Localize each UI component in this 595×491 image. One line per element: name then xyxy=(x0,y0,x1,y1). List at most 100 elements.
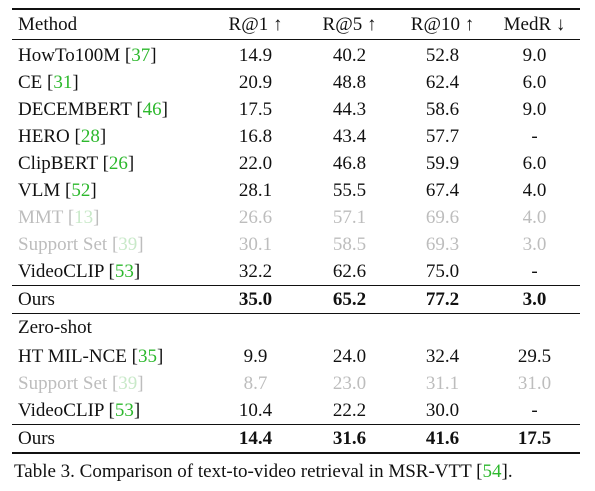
r5-cell: 55.5 xyxy=(332,180,367,201)
r10-cell: 69.3 xyxy=(425,234,460,255)
table-caption: Table 3. Comparison of text-to-video ret… xyxy=(14,461,513,482)
header-r5: R@5 ↑ xyxy=(303,8,396,40)
table-row-faded: Support Set [39] 30.1 58.5 69.3 3.0 xyxy=(12,231,580,258)
method-cell: Support Set [39] xyxy=(18,373,144,394)
r1-cell: 8.7 xyxy=(243,373,268,394)
header-method: Method xyxy=(12,8,208,40)
r5-cell: 40.2 xyxy=(332,45,367,66)
r1-cell: 14.9 xyxy=(238,45,273,66)
citation-link[interactable]: 52 xyxy=(71,180,91,201)
citation-link[interactable]: 13 xyxy=(74,207,94,228)
r5-cell: 57.1 xyxy=(332,207,367,228)
r1-cell: 9.9 xyxy=(243,346,268,367)
method-name: Ours xyxy=(12,285,208,314)
citation-link[interactable]: 46 xyxy=(142,99,162,120)
medr-cell: 29.5 xyxy=(517,346,552,367)
table-row-ours: Ours 35.0 65.2 77.2 3.0 xyxy=(12,285,580,314)
r10-cell: 69.6 xyxy=(425,207,460,228)
method-cell: HowTo100M [37] xyxy=(18,45,157,66)
r1-cell: 20.9 xyxy=(238,72,273,93)
medr-cell: - xyxy=(531,261,538,282)
method-cell: Support Set [39] xyxy=(18,234,144,255)
medr-cell: - xyxy=(531,126,538,147)
r10-cell: 58.6 xyxy=(425,99,460,120)
medr-cell: 3.0 xyxy=(522,234,547,255)
citation-link[interactable]: 54 xyxy=(482,461,502,482)
method-name: MMT xyxy=(18,207,64,228)
citation-link[interactable]: 37 xyxy=(131,45,151,66)
r1-cell: 10.4 xyxy=(238,400,273,421)
r1-cell: 30.1 xyxy=(238,234,273,255)
citation-link[interactable]: 35 xyxy=(137,346,157,367)
table-row: HERO [28] 16.8 43.4 57.7 - xyxy=(12,123,580,150)
retrieval-results-table: Method R@1 ↑ R@5 ↑ R@10 ↑ MedR ↓ HowTo10… xyxy=(12,8,580,454)
method-cell: MMT [13] xyxy=(18,207,100,228)
r5-cell: 23.0 xyxy=(332,373,367,394)
method-cell: ClipBERT [26] xyxy=(18,153,135,174)
medr-cell: 6.0 xyxy=(522,153,547,174)
medr-cell: 31.0 xyxy=(517,373,552,394)
medr-cell: 6.0 xyxy=(522,72,547,93)
citation-link[interactable]: 39 xyxy=(118,234,138,255)
medr-cell: - xyxy=(531,400,538,421)
r10-cell: 41.6 xyxy=(396,424,489,454)
r1-cell: 35.0 xyxy=(208,285,303,314)
medr-cell: 4.0 xyxy=(522,180,547,201)
r1-cell: 22.0 xyxy=(238,153,273,174)
r5-cell: 44.3 xyxy=(332,99,367,120)
table-row-faded: Support Set [39] 8.7 23.0 31.1 31.0 xyxy=(12,370,580,397)
citation-link[interactable]: 39 xyxy=(118,373,138,394)
r5-cell: 62.6 xyxy=(332,261,367,282)
method-cell: VideoCLIP [53] xyxy=(18,400,141,421)
r10-cell: 62.4 xyxy=(425,72,460,93)
method-cell: VLM [52] xyxy=(18,180,97,201)
table-row: HT MIL-NCE [35] 9.9 24.0 32.4 29.5 xyxy=(12,341,580,370)
method-name: ClipBERT xyxy=(18,153,98,174)
method-name: VideoCLIP xyxy=(18,261,104,282)
table-row: VLM [52] 28.1 55.5 67.4 4.0 xyxy=(12,177,580,204)
method-name: HowTo100M xyxy=(18,45,121,66)
citation-link[interactable]: 26 xyxy=(108,153,128,174)
table-row-ours: Ours 14.4 31.6 41.6 17.5 xyxy=(12,424,580,454)
method-name: VideoCLIP xyxy=(18,400,104,421)
citation-link[interactable]: 53 xyxy=(114,261,134,282)
method-name: Ours xyxy=(12,424,208,454)
method-name: Support Set xyxy=(18,234,108,255)
citation-link[interactable]: 53 xyxy=(114,400,134,421)
r1-cell: 32.2 xyxy=(238,261,273,282)
medr-cell: 17.5 xyxy=(489,424,580,454)
table-row: VideoCLIP [53] 32.2 62.6 75.0 - xyxy=(12,258,580,286)
caption-end: . xyxy=(507,461,513,482)
table-header-row: Method R@1 ↑ R@5 ↑ R@10 ↑ MedR ↓ xyxy=(12,8,580,40)
medr-cell: 3.0 xyxy=(489,285,580,314)
method-name: CE xyxy=(18,72,43,93)
caption-text: Table 3. Comparison of text-to-video ret… xyxy=(14,461,477,482)
r5-cell: 48.8 xyxy=(332,72,367,93)
r5-cell: 24.0 xyxy=(332,346,367,367)
citation-link[interactable]: 28 xyxy=(80,126,100,147)
citation-link[interactable]: 31 xyxy=(53,72,73,93)
method-cell: DECEMBERT [46] xyxy=(18,99,168,120)
medr-cell: 9.0 xyxy=(522,99,547,120)
method-cell: HT MIL-NCE [35] xyxy=(18,346,164,367)
table-row: CE [31] 20.9 48.8 62.4 6.0 xyxy=(12,69,580,96)
method-cell: VideoCLIP [53] xyxy=(18,261,141,282)
method-cell: CE [31] xyxy=(18,72,79,93)
table-row-faded: MMT [13] 26.6 57.1 69.6 4.0 xyxy=(12,204,580,231)
r5-cell: 43.4 xyxy=(332,126,367,147)
r1-cell: 17.5 xyxy=(238,99,273,120)
r5-cell: 31.6 xyxy=(303,424,396,454)
header-r10: R@10 ↑ xyxy=(396,8,489,40)
r10-cell: 75.0 xyxy=(425,261,460,282)
header-r1: R@1 ↑ xyxy=(208,8,303,40)
r10-cell: 67.4 xyxy=(425,180,460,201)
method-name: DECEMBERT xyxy=(18,99,132,120)
method-cell: HERO [28] xyxy=(18,126,107,147)
table-row: DECEMBERT [46] 17.5 44.3 58.6 9.0 xyxy=(12,96,580,123)
r10-cell: 57.7 xyxy=(425,126,460,147)
r10-cell: 30.0 xyxy=(425,400,460,421)
zero-shot-section-header: Zero-shot xyxy=(12,313,580,341)
method-name: HERO xyxy=(18,126,70,147)
method-name: VLM xyxy=(18,180,61,201)
r1-cell: 26.6 xyxy=(238,207,273,228)
